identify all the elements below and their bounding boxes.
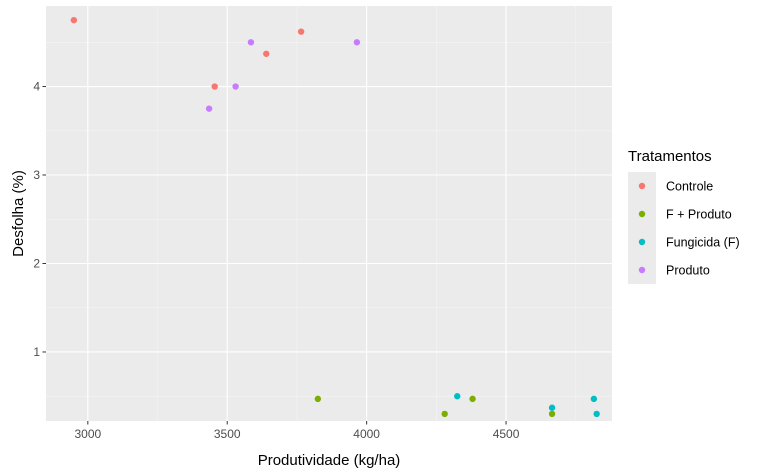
x-tick-label: 3500 [214,427,241,441]
data-point [593,410,600,418]
data-point [205,105,213,112]
x-axis-title: Produtividade (kg/ha) [258,452,401,469]
y-tick-label: 2 [33,256,40,270]
data-point [469,395,476,403]
y-tick-label: 3 [33,168,40,182]
data-point [247,39,255,46]
legend-key [638,238,646,246]
data-point [263,50,270,57]
data-point [211,83,218,90]
legend-label: Produto [666,264,710,278]
data-point [297,28,305,35]
minor-gridlines [46,6,612,421]
x-tick-label: 4000 [353,427,380,441]
legend: Tratamentos Controle F + Produto Fungicida… [628,148,740,284]
y-axis: 1 2 3 4 [33,80,46,359]
plot-panel [46,6,612,421]
legend-key [638,182,646,190]
data-point [441,410,448,418]
data-point [232,83,239,90]
legend-label: Fungicida (F) [666,236,740,250]
data-point [314,395,322,403]
y-tick-label: 4 [33,80,40,94]
data-point [70,16,78,24]
x-axis: 3000 3500 4000 4500 [74,421,520,441]
data-point [590,395,598,403]
legend-key [638,266,646,274]
legend-label: F + Produto [666,208,732,222]
x-tick-label: 4500 [493,427,520,441]
legend-label: Controle [666,180,713,194]
data-point [353,39,361,46]
y-tick-label: 1 [33,345,40,359]
legend-items: Controle F + Produto Fungicida (F) Produto [628,172,740,284]
data-point [548,404,556,411]
legend-title: Tratamentos [628,148,712,165]
y-axis-title: Desfolha (%) [10,170,27,257]
legend-key [638,210,646,218]
major-gridlines [46,6,612,421]
x-tick-label: 3000 [74,427,101,441]
data-point [548,410,556,418]
data-point [454,393,461,400]
data-points [70,16,600,418]
